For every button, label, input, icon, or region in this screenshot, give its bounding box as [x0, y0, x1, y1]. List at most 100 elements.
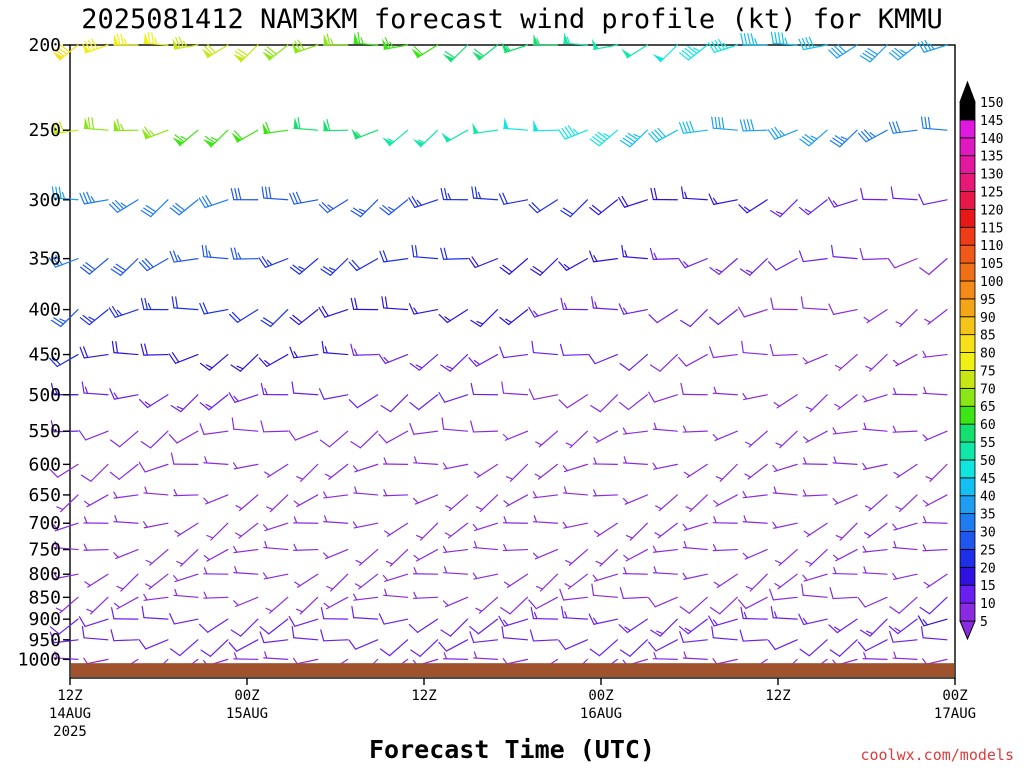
wind-barb [892, 387, 918, 396]
wind-barb [232, 44, 259, 63]
wind-barb [442, 462, 469, 470]
colorbar-label: 115 [980, 221, 1003, 236]
wind-barb [143, 486, 169, 496]
wind-barb [383, 588, 409, 598]
wind-barb [145, 573, 169, 590]
wind-barb [499, 346, 529, 359]
wind-barb [864, 494, 888, 512]
colorbar-swatch [959, 298, 976, 318]
wind-barb [472, 522, 499, 532]
colorbar-swatch [959, 280, 976, 300]
wind-barb [805, 548, 828, 567]
wind-barb [48, 353, 79, 368]
colorbar-swatch [959, 602, 976, 622]
wind-barb [682, 522, 708, 531]
wind-barb [708, 193, 738, 205]
colorbar-swatch [959, 334, 976, 353]
wind-barb [198, 195, 229, 209]
wind-barb [498, 615, 529, 627]
wind-barb [348, 258, 379, 272]
wind-barb [919, 596, 948, 615]
wind-barb [528, 596, 559, 610]
wind-barb [862, 652, 888, 660]
wind-barb [923, 573, 948, 589]
wind-barb [679, 631, 708, 643]
wind-barb [800, 296, 828, 311]
wind-barb [805, 394, 828, 413]
colorbar-swatch [959, 137, 976, 157]
wind-barb [86, 596, 109, 615]
colorbar-label: 45 [980, 472, 996, 487]
wind-barb [834, 394, 858, 411]
wind-barb [741, 340, 768, 356]
wind-barb [169, 613, 199, 625]
wind-barb [534, 463, 559, 480]
wind-barb [323, 596, 349, 610]
wind-barb [888, 44, 918, 61]
wind-barb [81, 381, 109, 396]
wind-barb [530, 258, 559, 276]
wind-barb [708, 38, 738, 54]
wind-barb [591, 296, 618, 311]
wind-barb [862, 545, 888, 553]
wind-barb [472, 651, 499, 660]
wind-barb [138, 258, 169, 272]
wind-barb [678, 353, 708, 367]
wind-barb [708, 615, 738, 627]
wind-barb [502, 430, 529, 441]
colorbar-label: 40 [980, 490, 996, 505]
wind-barb [442, 44, 469, 63]
wind-barb [140, 199, 169, 218]
wind-barb [382, 37, 409, 50]
wind-barb [770, 606, 798, 620]
wind-barb [326, 573, 349, 592]
wind-barb [798, 613, 828, 626]
wind-barb [409, 353, 439, 371]
wind-barb [528, 199, 559, 214]
wind-barb [470, 382, 499, 396]
colorbar-label: 10 [980, 597, 996, 612]
wind-barb [233, 596, 259, 608]
wind-barb [798, 36, 828, 51]
wind-barb [532, 515, 559, 524]
wind-barb [383, 457, 409, 465]
wind-barb [206, 522, 229, 541]
wind-barb [351, 605, 379, 620]
wind-barb [772, 521, 798, 529]
wind-barb [769, 588, 798, 601]
wind-barb [619, 586, 648, 600]
wind-barb [355, 548, 379, 566]
x-axis: 12Z 14AUG 2025 00Z 15AUG 12Z 00Z 16AUG 12Z 00Z 17A… [49, 678, 976, 740]
wind-barb [532, 548, 559, 560]
wind-barb [501, 625, 529, 641]
wind-barb [323, 119, 349, 132]
colorbar-label: 150 [980, 96, 1003, 111]
wind-barb [772, 463, 798, 473]
wind-barb [379, 250, 409, 263]
wind-barb [288, 430, 319, 441]
wind-barb [353, 486, 379, 496]
wind-barb [649, 353, 678, 372]
wind-barb [770, 297, 798, 311]
wind-barb [621, 44, 648, 59]
wind-barb [143, 593, 169, 601]
colorbar: 5 10 15 20 25 30 35 40 45 50 55 60 65 70 75 80 85 90 95 100… [959, 80, 1003, 641]
wind-barb [265, 596, 289, 614]
wind-barb [260, 420, 289, 433]
x-tick-label: 17AUG [934, 706, 976, 722]
wind-barb [409, 394, 439, 411]
y-tick-label: 850 [28, 587, 61, 608]
wind-barb [535, 573, 559, 592]
wind-barb [742, 491, 768, 499]
wind-barb [168, 430, 199, 444]
wind-barb [475, 494, 499, 513]
wind-barb [113, 596, 139, 610]
wind-barb [350, 343, 379, 356]
colorbar-swatch [959, 208, 976, 228]
colorbar-label: 145 [980, 114, 1003, 129]
wind-barb [920, 625, 948, 641]
colorbar-swatch [959, 513, 976, 532]
wind-barb [922, 430, 948, 442]
wind-barb [621, 244, 648, 260]
wind-barb [592, 573, 618, 582]
